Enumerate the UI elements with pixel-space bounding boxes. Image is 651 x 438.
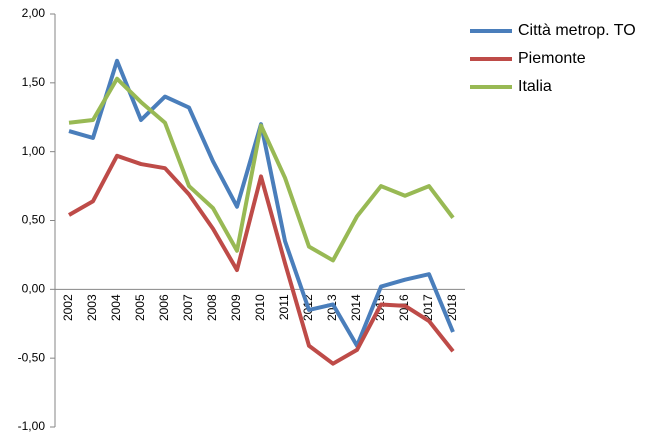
x-tick-label: 2006	[157, 294, 171, 321]
y-tick-label: -1,00	[18, 419, 46, 433]
x-tick-label: 2007	[181, 294, 195, 321]
x-tick-label: 2002	[61, 294, 75, 321]
legend: Città metrop. TO Piemonte Italia	[470, 22, 636, 95]
x-tick-label: 2004	[109, 294, 123, 321]
x-tick-label: 2011	[277, 294, 291, 320]
x-tick-label: 2017	[421, 294, 435, 321]
legend-label: Città metrop. TO	[518, 22, 636, 39]
line-series	[68, 153, 455, 366]
y-tick-label: 0,00	[22, 282, 46, 296]
x-tick-label: 2013	[325, 294, 339, 321]
legend-label: Piemonte	[518, 50, 586, 67]
x-tick-label: 2003	[85, 294, 99, 321]
y-tick-label: 0,50	[22, 213, 46, 227]
x-tick-label: 2010	[253, 294, 267, 321]
legend-label: Italia	[518, 78, 552, 95]
x-tick-label: 2018	[445, 294, 459, 321]
x-tick-label: 2009	[229, 294, 243, 321]
x-tick-label: 2005	[133, 294, 147, 321]
y-tick-label: -0,50	[18, 350, 46, 364]
y-tick-label: 2,00	[22, 6, 46, 20]
y-tick-label: 1,50	[22, 75, 46, 89]
line-series	[68, 76, 455, 263]
y-tick-label: 1,00	[22, 144, 46, 158]
x-tick-label: 2008	[205, 294, 219, 321]
x-tick-label: 2014	[349, 294, 363, 321]
